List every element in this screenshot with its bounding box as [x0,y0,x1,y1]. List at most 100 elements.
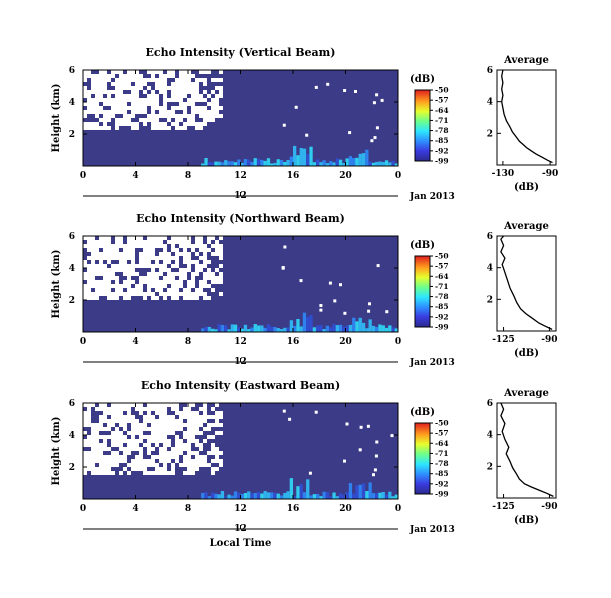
nodata-cell [171,244,175,248]
nodata-cell [203,82,207,86]
nodata-cell [131,86,135,90]
echo-band-cell [220,325,225,332]
nodata-cell [131,292,135,296]
nodata-cell [159,126,163,130]
nodata-cell [183,256,187,260]
nodata-cell [163,292,167,296]
nodata-cell [203,419,207,423]
nodata-cell [155,240,159,244]
nodata-cell [219,431,223,435]
nodata-cell [119,244,123,248]
nodata-cell [123,423,127,427]
nodata-cell [183,86,187,90]
echo-band-cell [335,496,339,499]
nodata-cell [123,82,127,86]
nodata-cell [111,106,115,110]
nodata-cell [115,102,119,106]
nodata-cell [163,90,167,94]
nodata-cell [171,284,175,288]
nodata-cell [87,463,91,467]
nodata-cell [219,459,223,463]
nodata-cell [119,70,123,74]
colorbar-tick-label: -64 [435,272,449,281]
nodata-cell [203,276,207,280]
nodata-cell [147,411,151,415]
nodata-cell [199,244,203,248]
echo-band-cell [381,325,385,332]
y-tick-label: 4 [69,98,75,108]
echo-band-cell [243,324,248,332]
nodata-cell [119,455,123,459]
nodata-cell [203,264,207,268]
nodata-cell [95,296,99,300]
nodata-cell [91,86,95,90]
nodata-cell [159,455,163,459]
nodata-cell [87,451,91,455]
nodata-cell [175,114,179,118]
echo-band-cell [358,153,362,166]
nodata-cell [183,415,187,419]
nodata-cell [123,459,127,463]
nodata-cell [139,427,143,431]
nodata-cell [151,439,155,443]
y-tick-label: 4 [69,264,75,274]
nodata-cell [91,467,95,471]
nodata-cell [179,276,183,280]
nodata-cell [183,292,187,296]
nodata-cell [95,455,99,459]
nodata-cell [155,264,159,268]
echo-band-cell [388,162,392,166]
nodata-cell [179,427,183,431]
nodata-cell [119,86,123,90]
nodata-cell [119,435,123,439]
nodata-cell [199,70,203,74]
nodata-cell [167,280,171,284]
nodata-cell [163,268,167,272]
nodata-cell [95,292,99,296]
nodata-cell [147,102,151,106]
nodata-cell [211,451,215,455]
nodata-cell [87,288,91,292]
nodata-cell [308,471,312,475]
nodata-cell [195,431,199,435]
nodata-cell [159,240,163,244]
nodata-cell [147,256,151,260]
nodata-cell [163,74,167,78]
echo-band-cell [299,484,303,499]
nodata-cell [195,94,199,98]
nodata-cell [91,435,95,439]
nodata-cell [115,94,119,98]
nodata-cell [203,411,207,415]
nodata-cell [163,403,167,407]
nodata-cell [199,288,203,292]
nodata-cell [127,431,131,435]
nodata-cell [163,284,167,288]
nodata-cell [183,248,187,252]
nodata-cell [171,280,175,284]
date-label: Jan 2013 [409,192,455,202]
nodata-cell [95,98,99,102]
nodata-cell [203,455,207,459]
nodata-cell [151,70,155,74]
nodata-cell [191,110,195,114]
nodata-cell [127,439,131,443]
echo-band-cell [266,158,271,166]
echo-band-cell [227,161,231,166]
nodata-cell [151,455,155,459]
nodata-cell [207,118,211,122]
nodata-cell [147,447,151,451]
nodata-cell [215,106,219,110]
nodata-cell [215,455,219,459]
nodata-cell [203,284,207,288]
nodata-cell [314,410,318,414]
nodata-cell [127,86,131,90]
nodata-cell [135,284,139,288]
nodata-cell [91,106,95,110]
nodata-cell [103,443,107,447]
nodata-cell [115,90,119,94]
nodata-cell [119,407,123,411]
nodata-cell [191,118,195,122]
nodata-cell [215,102,219,106]
nodata-cell [167,403,171,407]
nodata-cell [167,268,171,272]
